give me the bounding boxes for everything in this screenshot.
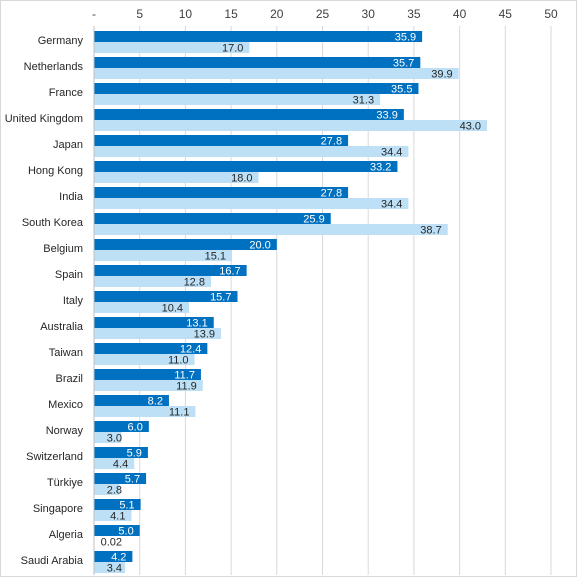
bar-series-1 bbox=[94, 83, 418, 94]
data-label-series-2: 13.9 bbox=[194, 329, 215, 341]
data-label-series-2: 12.8 bbox=[184, 277, 205, 289]
data-label-series-2: 3.4 bbox=[107, 563, 122, 575]
category-label: Saudi Arabia bbox=[21, 555, 84, 567]
data-label-series-1: 33.9 bbox=[376, 110, 397, 122]
data-label-series-2: 4.1 bbox=[110, 511, 125, 523]
category-label: South Korea bbox=[22, 217, 84, 229]
x-tick-label: 30 bbox=[362, 7, 376, 21]
data-label-series-2: 43.0 bbox=[460, 121, 481, 133]
data-label-series-2: 11.1 bbox=[169, 407, 190, 419]
x-tick-label: 10 bbox=[179, 7, 193, 21]
x-tick-label: 15 bbox=[224, 7, 238, 21]
category-label: Singapore bbox=[33, 503, 83, 515]
category-label: Italy bbox=[63, 295, 84, 307]
data-label-series-2: 39.9 bbox=[431, 69, 452, 81]
bar-series-1 bbox=[94, 135, 348, 146]
data-label-series-1: 20.0 bbox=[249, 240, 270, 252]
data-label-series-1: 35.5 bbox=[391, 84, 412, 96]
category-label: Algeria bbox=[49, 529, 84, 541]
x-tick-label: 20 bbox=[270, 7, 284, 21]
category-label: Germany bbox=[38, 35, 84, 47]
data-label-series-1: 6.0 bbox=[128, 422, 143, 434]
data-label-series-1: 5.7 bbox=[125, 474, 140, 486]
data-label-series-2: 18.0 bbox=[231, 173, 252, 185]
bar-series-1 bbox=[94, 187, 348, 198]
category-label: Brazil bbox=[55, 373, 83, 385]
bar-series-1 bbox=[94, 109, 404, 120]
category-label: Australia bbox=[40, 321, 84, 333]
data-label-series-2: 4.4 bbox=[113, 459, 128, 471]
category-label: Mexico bbox=[48, 399, 83, 411]
x-tick-label: 40 bbox=[453, 7, 467, 21]
data-label-series-2: 0.02 bbox=[101, 537, 122, 549]
data-label-series-1: 35.9 bbox=[395, 32, 416, 44]
bar-series-2 bbox=[94, 146, 408, 157]
category-label: Türkiye bbox=[47, 477, 83, 489]
data-label-series-2: 15.1 bbox=[205, 251, 226, 263]
data-label-series-1: 35.7 bbox=[393, 58, 414, 70]
bar-series-2 bbox=[94, 120, 487, 131]
data-label-series-2: 11.0 bbox=[168, 355, 189, 367]
data-label-series-1: 5.9 bbox=[127, 448, 142, 460]
data-label-series-2: 38.7 bbox=[420, 225, 441, 237]
data-label-series-2: 31.3 bbox=[353, 95, 374, 107]
x-tick-label: 50 bbox=[544, 7, 558, 21]
data-label-series-1: 33.2 bbox=[370, 162, 391, 174]
x-tick-label: 35 bbox=[407, 7, 421, 21]
category-label: Belgium bbox=[43, 243, 83, 255]
category-label: India bbox=[59, 191, 84, 203]
data-label-series-1: 25.9 bbox=[303, 214, 324, 226]
category-label: France bbox=[49, 87, 83, 99]
data-label-series-1: 16.7 bbox=[219, 266, 240, 278]
data-label-series-1: 27.8 bbox=[321, 136, 342, 148]
bar-series-2 bbox=[94, 198, 408, 209]
category-label: Netherlands bbox=[24, 61, 84, 73]
category-label: Hong Kong bbox=[28, 165, 83, 177]
bar-series-2 bbox=[94, 94, 380, 105]
data-label-series-2: 34.4 bbox=[381, 147, 402, 159]
data-label-series-2: 2.8 bbox=[107, 485, 122, 497]
category-label: Spain bbox=[55, 269, 83, 281]
bar-series-2 bbox=[94, 224, 448, 235]
bar-series-1 bbox=[94, 161, 397, 172]
data-label-series-1: 15.7 bbox=[210, 292, 231, 304]
data-label-series-2: 10.4 bbox=[162, 303, 183, 315]
data-label-series-2: 34.4 bbox=[381, 199, 402, 211]
bar-series-1 bbox=[94, 213, 331, 224]
x-tick-label: - bbox=[92, 7, 96, 21]
data-label-series-1: 27.8 bbox=[321, 188, 342, 200]
data-label-series-2: 11.9 bbox=[176, 381, 197, 393]
data-label-series-2: 17.0 bbox=[222, 43, 243, 55]
x-tick-label: 45 bbox=[499, 7, 513, 21]
data-label-series-2: 3.0 bbox=[107, 433, 122, 445]
bar-series-1 bbox=[94, 57, 420, 68]
category-label: Norway bbox=[46, 425, 84, 437]
bar-series-1 bbox=[94, 31, 422, 42]
data-label-series-1: 8.2 bbox=[148, 396, 163, 408]
x-tick-label: 25 bbox=[316, 7, 330, 21]
category-label: Switzerland bbox=[26, 451, 83, 463]
category-label: Japan bbox=[53, 139, 83, 151]
category-label: Taiwan bbox=[49, 347, 83, 359]
x-tick-label: 5 bbox=[136, 7, 143, 21]
category-label: United Kingdom bbox=[5, 113, 83, 125]
bar-series-2 bbox=[94, 68, 459, 79]
